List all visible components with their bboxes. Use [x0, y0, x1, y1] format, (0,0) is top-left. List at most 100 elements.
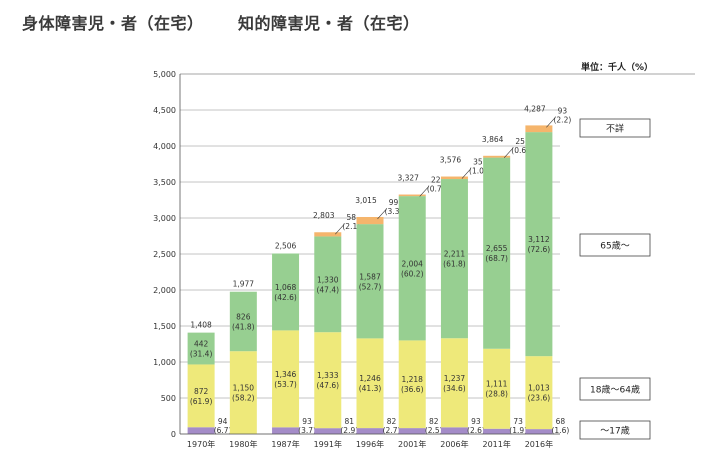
value-label: 1,237	[444, 374, 466, 383]
value-label: 93	[558, 106, 568, 115]
legend-box	[579, 118, 651, 138]
pct-label: (36.6)	[401, 385, 424, 394]
bar-segment	[440, 176, 468, 180]
value-label: 1,150	[233, 384, 255, 393]
bar-segment	[525, 429, 553, 434]
value-label: 1,333	[317, 371, 339, 380]
pct-label: (2.7)	[383, 426, 401, 435]
value-label: 1,068	[275, 283, 297, 292]
x-tick-label: 2001年	[398, 439, 426, 449]
pct-label: (2.6)	[467, 426, 485, 435]
pct-label: (61.9)	[190, 397, 213, 406]
bar-segment	[314, 232, 342, 237]
y-tick-label: 2,500	[153, 250, 176, 259]
y-tick-label: 4,000	[153, 142, 176, 151]
bar-segment	[229, 351, 257, 434]
bar-segment	[272, 427, 300, 434]
leader-line	[503, 147, 514, 158]
pct-label: (1.0)	[469, 167, 487, 176]
leader-line	[419, 186, 429, 197]
pct-label: (47.4)	[316, 285, 339, 294]
y-tick-label: 3,000	[153, 214, 176, 223]
unit-label: 単位：千人（%）	[581, 61, 653, 73]
pct-label: (1.9)	[509, 426, 527, 435]
total-label: 3,864	[482, 135, 504, 144]
legend-label: 18歳～64歳	[590, 384, 640, 396]
pct-label: (3.3)	[385, 207, 403, 216]
value-label: 82	[387, 417, 397, 426]
total-label: 4,287	[524, 104, 546, 113]
total-label: 2,506	[275, 242, 297, 251]
value-label: 1,246	[359, 374, 381, 383]
value-label: 3,112	[528, 235, 550, 244]
bar-segment	[187, 427, 215, 434]
value-label: 1,587	[359, 272, 381, 281]
bar-segment	[356, 428, 384, 434]
x-tick-label: 2011年	[482, 439, 510, 449]
bar-segment	[483, 157, 511, 349]
bar-segment	[314, 236, 342, 333]
legend-box	[579, 233, 651, 257]
value-label: 442	[194, 340, 209, 349]
pct-label: (52.7)	[359, 282, 382, 291]
bar-segment	[483, 348, 511, 429]
value-label: 22	[431, 175, 441, 184]
x-tick-label: 2006年	[440, 439, 468, 449]
legend-label: 不詳	[606, 123, 624, 135]
value-label: 73	[513, 417, 523, 426]
y-tick-label: 3,500	[153, 178, 176, 187]
value-label: 82	[429, 417, 439, 426]
bar-segment	[483, 155, 511, 158]
value-label: 1,111	[486, 380, 508, 389]
x-tick-label: 1987年	[271, 439, 299, 449]
value-label: 2,655	[486, 244, 508, 253]
value-label: 58	[347, 213, 357, 222]
value-label: 2,211	[444, 250, 466, 259]
bar-segment	[272, 330, 300, 428]
y-tick-label: 1,000	[153, 358, 176, 367]
pct-label: (53.7)	[274, 380, 297, 389]
bar-segment	[187, 332, 215, 365]
value-label: 826	[236, 312, 251, 321]
bar-segment	[398, 428, 426, 434]
pct-label: (47.6)	[316, 381, 339, 390]
value-label: 1,013	[528, 384, 550, 393]
value-label: 93	[471, 417, 481, 426]
pct-label: (2.1)	[342, 222, 360, 231]
legend-label: ～17歳	[600, 425, 629, 437]
bar-segment	[272, 253, 300, 331]
total-label: 1,977	[233, 280, 255, 289]
title-physical: 身体障害児・者（在宅）	[22, 14, 204, 33]
total-label: 2,803	[313, 211, 335, 220]
pct-label: (34.6)	[443, 384, 466, 393]
value-label: 81	[345, 417, 355, 426]
pct-label: (0.7)	[427, 184, 445, 193]
bar-segment	[440, 427, 468, 434]
pct-label: (23.6)	[528, 394, 551, 403]
leader-line	[546, 117, 556, 128]
value-label: 1,330	[317, 275, 339, 284]
x-tick-label: 1980年	[229, 439, 257, 449]
pct-label: (1.6)	[551, 426, 569, 435]
y-tick-label: 5,000	[153, 70, 176, 79]
leader-line	[335, 223, 345, 235]
pct-label: (0.6)	[511, 146, 529, 155]
title-intellectual: 知的障害児・者（在宅）	[238, 14, 420, 33]
bar-segment	[440, 338, 468, 428]
bar-segment	[398, 340, 426, 429]
pct-label: (3.7)	[298, 426, 316, 435]
bar-segment	[525, 132, 553, 357]
bar-segment	[483, 428, 511, 434]
leader-line	[461, 168, 472, 179]
legend-box	[579, 377, 651, 401]
x-tick-label: 2016年	[525, 439, 553, 449]
pct-label: (2.5)	[425, 426, 443, 435]
value-label: 1,346	[275, 370, 297, 379]
pct-label: (68.7)	[485, 254, 508, 263]
pct-label: (6.7)	[214, 426, 232, 435]
value-label: 25	[515, 137, 525, 146]
value-label: 93	[302, 417, 312, 426]
pct-label: (31.4)	[190, 350, 213, 359]
bar-segment	[356, 224, 384, 339]
